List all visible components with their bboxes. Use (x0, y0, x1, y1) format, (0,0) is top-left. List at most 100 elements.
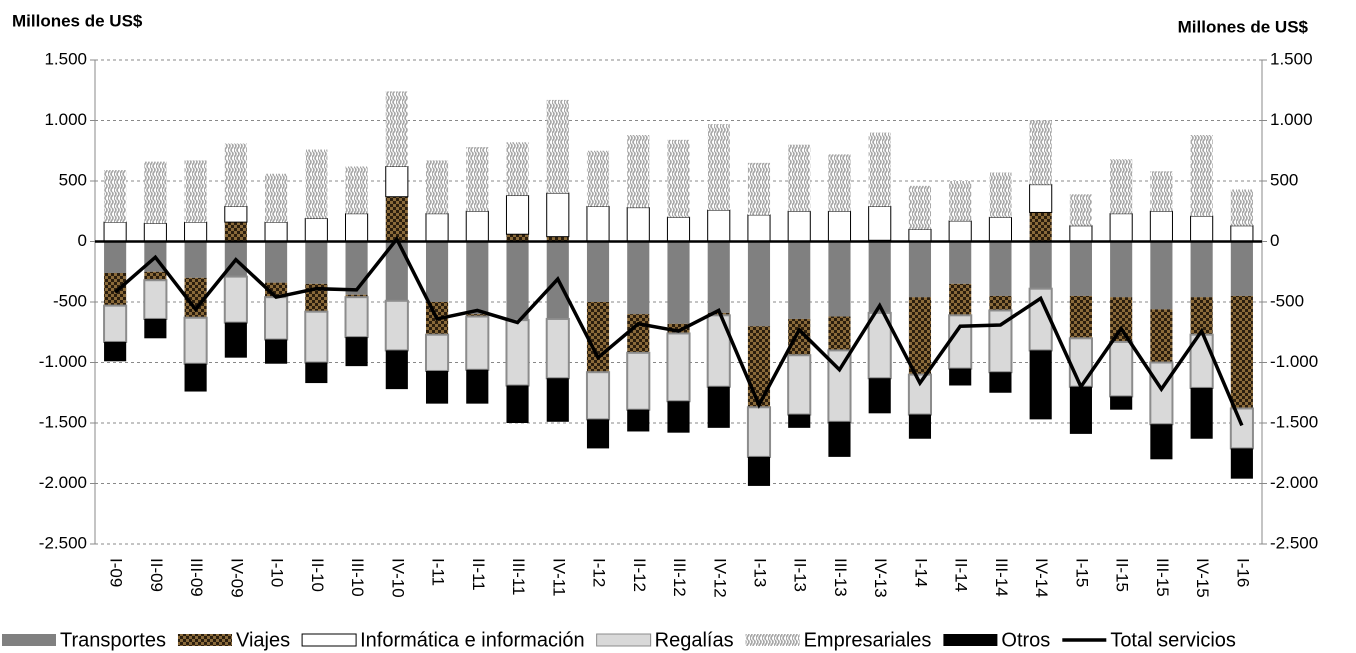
bar-segment (465, 315, 490, 371)
bar-segment (304, 218, 328, 242)
bar-segment (264, 221, 288, 242)
bar-segment (1150, 241, 1173, 310)
x-tick-label: IV-12 (710, 558, 729, 598)
bar-segment (908, 241, 932, 298)
bar-segment (627, 135, 650, 208)
x-tick-label: I-13 (750, 558, 769, 587)
bar-segment (586, 302, 610, 373)
y-tick-label: -2.500 (39, 533, 87, 552)
bar-segment (506, 142, 529, 196)
bar-segment (466, 369, 489, 404)
bar-segment (265, 241, 288, 283)
bar-segment (506, 385, 529, 423)
bar-segment (223, 275, 248, 324)
legend-swatch (177, 634, 232, 646)
y2-tick-label: -500 (1270, 291, 1304, 310)
bar-segment (1069, 194, 1092, 226)
x-tick-label: II-09 (147, 558, 166, 592)
bar-segment (1029, 241, 1052, 289)
bar-segment (1230, 225, 1254, 243)
bar-segment (546, 378, 569, 422)
bar-segment (788, 414, 811, 428)
bar-segment (908, 228, 932, 242)
legend-label: Transportes (60, 629, 166, 651)
legend-label: Informática e información (360, 629, 585, 651)
bar-segment (1110, 159, 1133, 214)
x-tick-label: IV-11 (549, 558, 568, 596)
bar-segment (868, 132, 891, 207)
bar-segment (988, 216, 1012, 243)
bar-segment (1149, 361, 1174, 426)
bar-segment (989, 241, 1012, 296)
x-tick-label: IV-09 (227, 558, 246, 598)
bar-segment (747, 214, 771, 243)
bar-segment (1230, 448, 1253, 479)
bar-segment (104, 341, 127, 362)
bar-segment (868, 241, 891, 313)
y2-tick-label: 0 (1270, 231, 1279, 250)
x-tick-label: I-14 (911, 558, 930, 587)
bar-segment (1109, 340, 1134, 398)
y2-tick-label: 1.500 (1270, 49, 1313, 68)
bar-segment (586, 241, 610, 302)
x-tick-label: III-14 (992, 558, 1011, 597)
bar-segment (103, 304, 128, 343)
legend-label: Regalías (655, 629, 734, 651)
bar-segment (1230, 241, 1253, 296)
bar-segment (627, 241, 650, 315)
x-tick-label: I-16 (1233, 558, 1252, 587)
bar-segment (787, 354, 812, 416)
x-tick-label: III-15 (1153, 558, 1172, 597)
bar-segment (948, 220, 972, 242)
bar-segment (707, 124, 730, 211)
bar-segment (466, 314, 489, 317)
bar-segment (666, 216, 691, 243)
bar-segment (345, 241, 368, 295)
bar-segment (585, 371, 611, 421)
bar-segment (224, 222, 247, 242)
bar-segment (747, 241, 771, 327)
bar-segment (827, 210, 852, 242)
bar-segment (184, 277, 207, 318)
legend-swatch (745, 634, 800, 646)
bar-segment (305, 149, 328, 219)
bar-segment (1190, 135, 1213, 217)
bar-segment (1110, 396, 1133, 410)
bar-segment (465, 210, 489, 242)
bar-segment (265, 339, 288, 364)
bar-segment (1149, 210, 1173, 242)
bar-segment (305, 362, 328, 384)
bar-segment (224, 143, 247, 207)
bar-segment (627, 314, 650, 353)
bar-segment (707, 241, 730, 313)
bar-segment (1110, 297, 1133, 342)
bar-segment (143, 222, 167, 243)
legend-label: Total servicios (1110, 629, 1236, 651)
bar-segment (264, 296, 289, 341)
bar-segment (506, 234, 529, 242)
bar-segment (1150, 309, 1173, 363)
bar-segment (345, 294, 368, 298)
legend-swatch (301, 633, 357, 647)
bar-segment (707, 209, 731, 242)
bar-segment (586, 150, 610, 207)
bar-segment (143, 279, 168, 320)
bar-segment (104, 170, 127, 223)
y2-tick-label: -2.500 (1270, 533, 1318, 552)
bar-segment (908, 414, 932, 439)
bar-segment (949, 283, 972, 316)
x-tick-label: IV-13 (871, 558, 890, 598)
bar-segment (788, 318, 811, 356)
bar-segment (989, 295, 1012, 311)
bar-segment (385, 350, 408, 390)
bar-segment (989, 172, 1012, 218)
bar-segment (747, 162, 771, 215)
bar-segment (667, 323, 690, 334)
bar-segment (788, 144, 811, 212)
bar-segment (183, 316, 208, 365)
bar-segment (948, 314, 973, 370)
bar-segment (1029, 120, 1052, 185)
x-tick-label: I-15 (1072, 558, 1091, 587)
legend-swatch (596, 633, 652, 647)
